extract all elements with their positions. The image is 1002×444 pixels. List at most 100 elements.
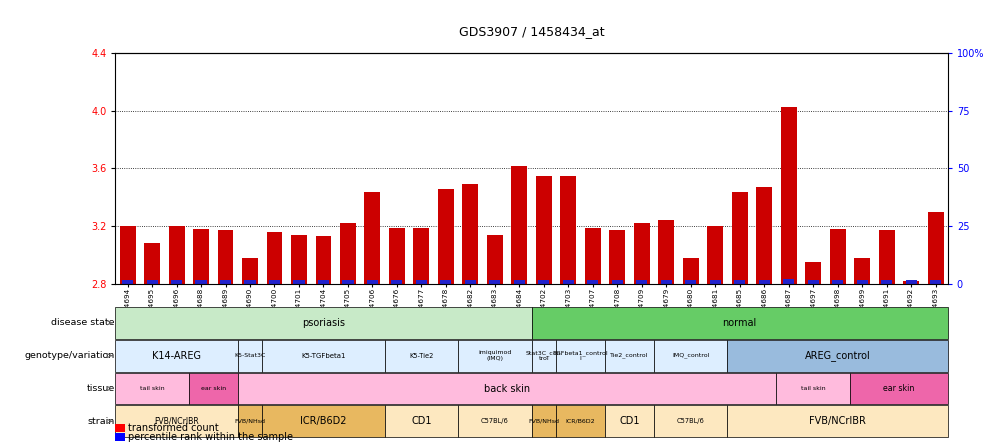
Bar [733, 280, 744, 284]
Text: ear skin: ear skin [883, 384, 914, 393]
Bar [511, 166, 527, 284]
Bar [611, 280, 622, 284]
Bar [854, 258, 869, 284]
Bar [776, 373, 849, 404]
Bar [195, 280, 206, 284]
Text: Tie2_control: Tie2_control [610, 353, 648, 358]
Bar [168, 226, 184, 284]
Bar [586, 280, 598, 284]
Bar [538, 280, 549, 284]
Text: back skin: back skin [484, 384, 530, 393]
Bar [316, 236, 331, 284]
Bar [709, 280, 720, 284]
Text: Stat3C_con
trol: Stat3C_con trol [525, 350, 561, 361]
Text: K5-TGFbeta1: K5-TGFbeta1 [301, 353, 346, 359]
Bar [291, 235, 307, 284]
Text: AREG_control: AREG_control [804, 350, 870, 361]
Bar [604, 405, 653, 437]
Text: psoriasis: psoriasis [302, 318, 345, 328]
Bar [929, 280, 940, 284]
Bar [342, 280, 353, 284]
Bar [385, 340, 458, 372]
Text: FVB/NCrIBR: FVB/NCrIBR [809, 416, 865, 426]
Bar [267, 232, 283, 284]
Bar [726, 340, 947, 372]
Text: C57BL/6: C57BL/6 [676, 418, 704, 424]
Bar [653, 405, 726, 437]
Text: percentile rank within the sample: percentile rank within the sample [128, 432, 294, 442]
Bar [535, 176, 551, 284]
Bar [555, 405, 604, 437]
Bar [115, 307, 531, 339]
Text: FVB/NCrIBR: FVB/NCrIBR [154, 417, 198, 426]
Text: IMQ_control: IMQ_control [671, 353, 708, 358]
Bar [531, 340, 555, 372]
Text: FVB/NHsd: FVB/NHsd [528, 419, 559, 424]
Bar [144, 243, 160, 284]
Bar [413, 227, 429, 284]
Bar [905, 280, 916, 284]
Bar [416, 280, 427, 284]
Bar [584, 227, 600, 284]
Text: CD1: CD1 [411, 416, 431, 426]
Text: tissue: tissue [86, 384, 115, 393]
Text: FVB/NHsd: FVB/NHsd [234, 419, 266, 424]
Bar [560, 176, 576, 284]
Bar [880, 280, 892, 284]
Bar [146, 280, 157, 284]
Bar [119, 226, 135, 284]
Bar [438, 189, 453, 284]
Bar [122, 280, 133, 284]
Bar [829, 229, 845, 284]
Bar [219, 280, 230, 284]
Bar [604, 340, 653, 372]
Bar [440, 280, 451, 284]
Bar [856, 280, 867, 284]
Text: ICR/B6D2: ICR/B6D2 [565, 419, 595, 424]
Bar [849, 373, 947, 404]
Bar [756, 187, 772, 284]
Bar [653, 340, 726, 372]
Bar [562, 280, 573, 284]
Bar [367, 280, 378, 284]
Bar [458, 405, 531, 437]
Bar [237, 373, 776, 404]
Bar [489, 280, 500, 284]
Bar [657, 220, 673, 284]
Bar [531, 307, 947, 339]
Bar [780, 107, 796, 284]
Bar [462, 184, 478, 284]
Bar [193, 229, 208, 284]
Bar [269, 280, 280, 284]
Bar [731, 191, 746, 284]
Bar [294, 280, 305, 284]
Text: genotype/variation: genotype/variation [25, 351, 115, 360]
Bar [237, 340, 262, 372]
Bar [726, 405, 947, 437]
Bar [464, 280, 476, 284]
Text: normal: normal [721, 318, 757, 328]
Text: TGFbeta1_control
l: TGFbeta1_control l [552, 350, 608, 361]
Text: strain: strain [87, 417, 115, 426]
Bar [188, 373, 237, 404]
Bar [902, 281, 918, 284]
Bar [170, 280, 182, 284]
Bar [660, 280, 671, 284]
Bar [389, 227, 405, 284]
Bar [262, 405, 385, 437]
Bar [458, 340, 531, 372]
Bar [217, 230, 233, 284]
Bar [237, 405, 262, 437]
Text: ear skin: ear skin [200, 386, 225, 391]
Bar [115, 373, 188, 404]
Bar [927, 212, 943, 284]
Bar [706, 226, 722, 284]
Bar [385, 405, 458, 437]
Text: ICR/B6D2: ICR/B6D2 [300, 416, 347, 426]
Bar [244, 280, 256, 284]
Bar [633, 223, 649, 284]
Bar [555, 340, 604, 372]
Bar [635, 280, 646, 284]
Bar [682, 258, 698, 284]
Text: C57BL/6: C57BL/6 [481, 418, 508, 424]
